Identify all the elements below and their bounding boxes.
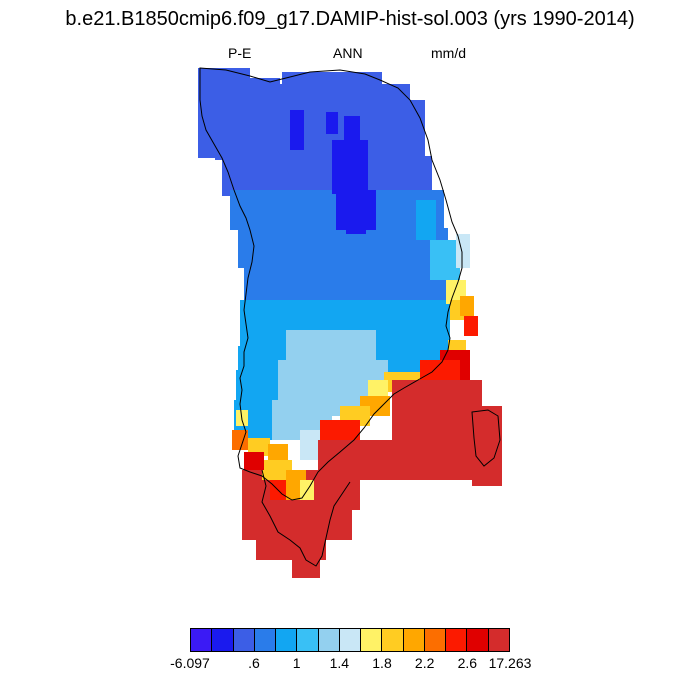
colorbar-cell (212, 629, 234, 651)
units-label: mm/d (431, 45, 466, 61)
colorbar-cell (488, 629, 509, 651)
colorbar-tick-label: 1.4 (329, 655, 350, 671)
colorbar-tick-label: 2.6 (457, 655, 478, 671)
map-cell (270, 84, 410, 104)
colorbar-cell (382, 629, 404, 651)
map-cell (236, 200, 264, 230)
map-cell (320, 420, 360, 440)
island-coastline (471, 409, 501, 467)
map-cell (292, 550, 320, 578)
colorbar-cell (233, 629, 255, 651)
colorbar-tick-label: 2.2 (414, 655, 435, 671)
map-cell (344, 116, 360, 146)
map-cells (198, 68, 502, 578)
colorbar-cell (339, 629, 362, 651)
map-cell (244, 452, 264, 470)
colorbar-cell (191, 629, 213, 651)
map-cell (460, 296, 474, 316)
season-label: ANN (333, 45, 363, 61)
map-cell (248, 438, 270, 456)
map-cell (282, 72, 382, 86)
colorbar-cell (276, 629, 298, 651)
colorbar-tick-label: 1.8 (372, 655, 392, 671)
colorbar-tick-label: 17.263 (488, 655, 532, 671)
map-cell (392, 380, 482, 480)
variable-label: P-E (228, 45, 252, 61)
colorbar-cell (403, 629, 425, 651)
map-cell (262, 460, 292, 480)
map-cell (456, 234, 470, 268)
map-cell (244, 262, 450, 302)
map-cell (336, 190, 376, 230)
coastline-inner (261, 469, 351, 567)
map-cell (332, 140, 368, 194)
map-cell (232, 430, 248, 450)
map-cell (468, 432, 478, 452)
map-cell (430, 240, 460, 280)
map-cell (215, 100, 425, 160)
map-cell (290, 110, 304, 150)
map-cell (346, 226, 366, 234)
colorbar-tick-label: 1 (292, 655, 301, 671)
colorbar-cell (446, 629, 468, 651)
coastline (199, 67, 463, 501)
colorbar-cell (318, 629, 340, 651)
colorbar-cell (467, 629, 489, 651)
map-cell (238, 228, 448, 268)
colorbar-tick-label: .6 (248, 655, 260, 671)
map-cell (464, 316, 478, 336)
colorbar-cell (361, 629, 383, 651)
map-cell (222, 156, 432, 196)
colorbar-cell (254, 629, 277, 651)
colorbar-tick-label: -6.097 (170, 655, 210, 671)
colorbar-cell (424, 629, 447, 651)
map-cell (368, 380, 388, 400)
map-cell (268, 444, 288, 462)
map-cell (326, 112, 338, 134)
plot-title: b.e21.B1850cmip6.f09_g17.DAMIP-hist-sol.… (65, 8, 635, 30)
colorbar-cell (297, 629, 319, 651)
colorbar (190, 628, 510, 652)
map-cell (416, 200, 436, 240)
